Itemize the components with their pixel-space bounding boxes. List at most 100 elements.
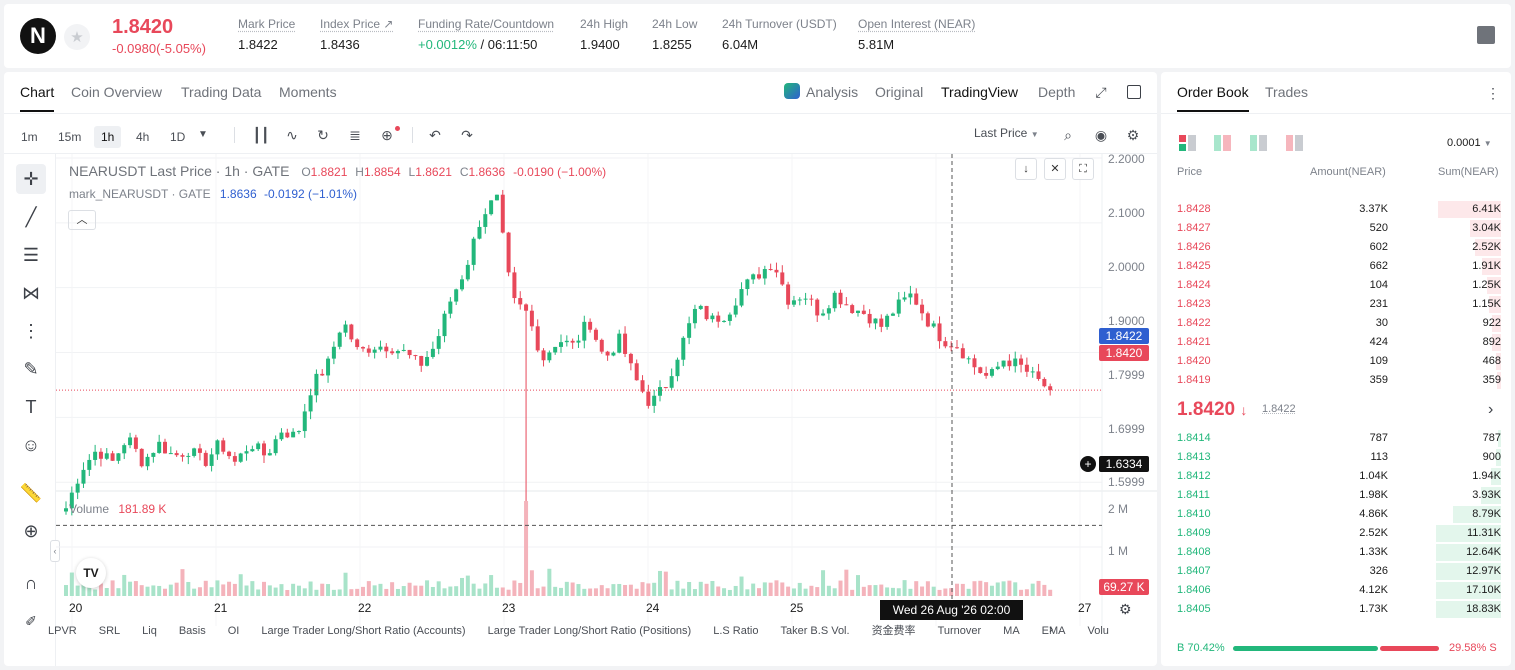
interval-1d[interactable]: 1D bbox=[170, 130, 186, 144]
scroll-down-button[interactable]: ↓ bbox=[1015, 158, 1037, 180]
layout-asks-icon[interactable] bbox=[1286, 135, 1303, 151]
interval-15m[interactable]: 15m bbox=[58, 130, 82, 144]
indicator-taker-vol[interactable]: Taker B.S Vol. bbox=[780, 625, 850, 637]
ask-row[interactable]: 1.8420 109 468 bbox=[1161, 352, 1511, 371]
view-analysis[interactable]: Analysis bbox=[806, 84, 859, 100]
indicator-liq[interactable]: Liq bbox=[142, 625, 157, 637]
time-settings-icon[interactable]: ⚙ bbox=[1119, 601, 1132, 617]
tab-coin-overview[interactable]: Coin Overview bbox=[71, 84, 163, 100]
bid-row[interactable]: 1.8413 113 900 bbox=[1161, 448, 1511, 467]
indicator-ema[interactable]: EMA bbox=[1041, 625, 1066, 637]
bid-row[interactable]: 1.8409 2.52K 11.31K bbox=[1161, 524, 1511, 543]
ask-row[interactable]: 1.8421 424 892 bbox=[1161, 333, 1511, 352]
indicator-funding-rate[interactable]: 资金费率 bbox=[871, 625, 916, 637]
magnet-tool-icon[interactable]: ∩ bbox=[24, 573, 38, 593]
indicator-oi[interactable]: OI bbox=[227, 625, 240, 637]
template-icon[interactable]: ≣ bbox=[349, 127, 361, 143]
candle-type-icon[interactable]: ┃┃ bbox=[252, 127, 270, 143]
interval-4h[interactable]: 4h bbox=[136, 130, 150, 144]
text-tool-icon[interactable]: T bbox=[25, 397, 37, 417]
indicator-lt-positions[interactable]: Large Trader Long/Short Ratio (Positions… bbox=[487, 625, 692, 637]
horizontal-lines-tool-icon[interactable]: ☰ bbox=[22, 245, 40, 265]
price-source-select[interactable]: Last Price ▼ bbox=[974, 126, 1039, 140]
ask-row[interactable]: 1.8423 231 1.15K bbox=[1161, 295, 1511, 314]
redo-icon[interactable]: ↷ bbox=[461, 127, 473, 143]
candlestick-chart[interactable] bbox=[56, 154, 1157, 626]
interval-1m[interactable]: 1m bbox=[21, 130, 38, 144]
tab-trading-data[interactable]: Trading Data bbox=[181, 84, 262, 100]
ask-row[interactable]: 1.8424 104 1.25K bbox=[1161, 276, 1511, 295]
indicator-basis[interactable]: Basis bbox=[178, 625, 206, 637]
bid-row[interactable]: 1.8408 1.33K 12.64K bbox=[1161, 543, 1511, 562]
crosshair-tool-icon[interactable]: ✛ bbox=[16, 164, 46, 194]
fullscreen-button[interactable]: ⛶ bbox=[1072, 158, 1094, 180]
more-menu-icon[interactable]: ⋮ bbox=[1486, 85, 1500, 101]
bid-row[interactable]: 1.8414 787 787 bbox=[1161, 429, 1511, 448]
indicators-icon[interactable]: ∿ bbox=[286, 127, 298, 143]
undo-icon[interactable]: ↶ bbox=[429, 127, 441, 143]
zoom-in-tool-icon[interactable]: ⊕ bbox=[23, 521, 39, 541]
bid-row[interactable]: 1.8407 326 12.97K bbox=[1161, 562, 1511, 581]
indicator-ls-ratio[interactable]: L.S Ratio bbox=[713, 625, 759, 637]
ask-row[interactable]: 1.8419 359 359 bbox=[1161, 371, 1511, 390]
mid-price[interactable]: 1.8420 ↓ bbox=[1177, 399, 1248, 420]
view-depth[interactable]: Depth bbox=[1038, 84, 1076, 100]
tab-order-book[interactable]: Order Book bbox=[1177, 84, 1249, 112]
volume-bar bbox=[145, 586, 150, 596]
indicator-turnover[interactable]: Turnover bbox=[937, 625, 982, 637]
bid-row[interactable]: 1.8411 1.98K 3.93K bbox=[1161, 486, 1511, 505]
ruler-tool-icon[interactable]: 📏 bbox=[19, 483, 43, 503]
fib-tool-icon[interactable]: ⋮ bbox=[22, 321, 40, 341]
layout-both-icon[interactable] bbox=[1179, 135, 1196, 151]
bid-row[interactable]: 1.8406 4.12K 17.10K bbox=[1161, 581, 1511, 600]
indicator-srl[interactable]: SRL bbox=[98, 625, 121, 637]
add-alert-icon[interactable]: + bbox=[1080, 456, 1096, 472]
legend-collapse-button[interactable]: ︿ bbox=[68, 210, 96, 230]
search-icon[interactable]: ⌕ bbox=[1064, 127, 1072, 143]
collapse-chart-button[interactable]: ✕ bbox=[1044, 158, 1066, 180]
stat-mark-price[interactable]: Mark Price 1.8422 bbox=[238, 17, 296, 52]
bid-row[interactable]: 1.8410 4.86K 8.79K bbox=[1161, 505, 1511, 524]
ask-row[interactable]: 1.8426 602 2.52K bbox=[1161, 238, 1511, 257]
trendline-tool-icon[interactable]: ╱ bbox=[25, 207, 37, 227]
indicator-volume[interactable]: Volu bbox=[1087, 625, 1109, 637]
ask-row[interactable]: 1.8425 662 1.91K bbox=[1161, 257, 1511, 276]
book-icon[interactable] bbox=[1477, 26, 1495, 44]
pencil-lock-tool-icon[interactable]: ✐ bbox=[25, 613, 37, 629]
bid-row[interactable]: 1.8412 1.04K 1.94K bbox=[1161, 467, 1511, 486]
interval-1h[interactable]: 1h bbox=[94, 126, 122, 148]
layout-mixed-icon[interactable] bbox=[1214, 135, 1231, 151]
stat-funding-rate[interactable]: Funding Rate/Countdown +0.0012% / 06:11:… bbox=[418, 17, 555, 52]
toolbar-collapse-icon[interactable]: ‹ bbox=[50, 540, 60, 562]
tradingview-logo[interactable]: TV bbox=[76, 558, 106, 588]
view-original[interactable]: Original bbox=[875, 84, 924, 100]
camera-icon[interactable]: ◉ bbox=[1094, 127, 1108, 143]
chevron-right-icon[interactable]: › bbox=[1488, 401, 1494, 418]
favorite-star-icon[interactable]: ★ bbox=[64, 24, 90, 50]
stat-open-interest[interactable]: Open Interest (NEAR) 5.81M bbox=[858, 17, 976, 52]
stat-index-price[interactable]: Index Price ↗ 1.8436 bbox=[320, 17, 394, 52]
tab-moments[interactable]: Moments bbox=[279, 84, 337, 100]
ask-row[interactable]: 1.8427 520 3.04K bbox=[1161, 219, 1511, 238]
tab-chart[interactable]: Chart bbox=[20, 84, 55, 112]
indicator-lt-accounts[interactable]: Large Trader Long/Short Ratio (Accounts) bbox=[261, 625, 466, 637]
bid-row[interactable]: 1.8405 1.73K 18.83K bbox=[1161, 600, 1511, 619]
brush-tool-icon[interactable]: ✎ bbox=[23, 359, 39, 379]
ask-row[interactable]: 1.8422 30 922 bbox=[1161, 314, 1511, 333]
pattern-tool-icon[interactable]: ⋈ bbox=[22, 283, 40, 303]
emoji-tool-icon[interactable]: ☺ bbox=[21, 435, 41, 455]
view-tradingview[interactable]: TradingView bbox=[941, 84, 1019, 100]
indicator-lpvr[interactable]: LPVR bbox=[48, 625, 77, 637]
indicator-scroll-right-icon[interactable]: › bbox=[1049, 621, 1054, 636]
interval-dropdown-icon[interactable]: ▼ bbox=[198, 129, 208, 140]
window-icon[interactable] bbox=[1127, 85, 1141, 99]
tab-trades[interactable]: Trades bbox=[1265, 84, 1309, 100]
settings-gear-icon[interactable]: ⚙ bbox=[1126, 127, 1140, 143]
expand-icon[interactable]: ⤢ bbox=[1095, 84, 1107, 100]
replay-icon[interactable]: ↻ bbox=[317, 127, 329, 143]
layout-bids-icon[interactable] bbox=[1250, 135, 1267, 151]
add-indicator-icon[interactable]: ⊕ bbox=[381, 127, 393, 143]
ask-row[interactable]: 1.8428 3.37K 6.41K bbox=[1161, 200, 1511, 219]
precision-select[interactable]: 0.0001 ▼ bbox=[1447, 137, 1492, 149]
indicator-ma[interactable]: MA bbox=[1003, 625, 1020, 637]
